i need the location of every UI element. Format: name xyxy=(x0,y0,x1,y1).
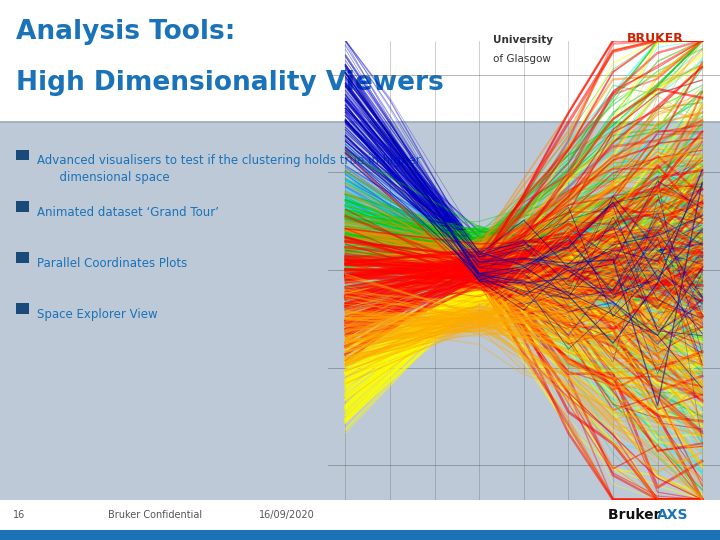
Text: 16/09/2020: 16/09/2020 xyxy=(259,510,315,520)
Text: High Dimensionality Viewers: High Dimensionality Viewers xyxy=(16,70,444,96)
Bar xyxy=(16,303,29,314)
Bar xyxy=(0,0,720,122)
Text: Space Explorer View: Space Explorer View xyxy=(37,308,158,321)
Bar xyxy=(16,150,29,160)
Text: Bruker: Bruker xyxy=(608,508,666,522)
Text: Analysis Tools:: Analysis Tools: xyxy=(16,19,235,45)
Bar xyxy=(0,500,720,540)
Text: Parallel Coordinates Plots: Parallel Coordinates Plots xyxy=(37,257,188,270)
Text: Bruker Confidential: Bruker Confidential xyxy=(108,510,202,520)
Text: of Glasgow: of Glasgow xyxy=(493,54,551,64)
Text: BRUKER: BRUKER xyxy=(626,32,683,45)
Text: Animated dataset ‘Grand Tour’: Animated dataset ‘Grand Tour’ xyxy=(37,206,220,219)
Text: 16: 16 xyxy=(13,510,25,520)
Bar xyxy=(16,252,29,263)
Text: AXS: AXS xyxy=(657,508,689,522)
Text: Advanced visualisers to test if the clustering holds true in higher
      dimens: Advanced visualisers to test if the clus… xyxy=(37,154,421,185)
Bar xyxy=(16,201,29,212)
Bar xyxy=(0,530,720,540)
Text: University: University xyxy=(493,35,553,45)
